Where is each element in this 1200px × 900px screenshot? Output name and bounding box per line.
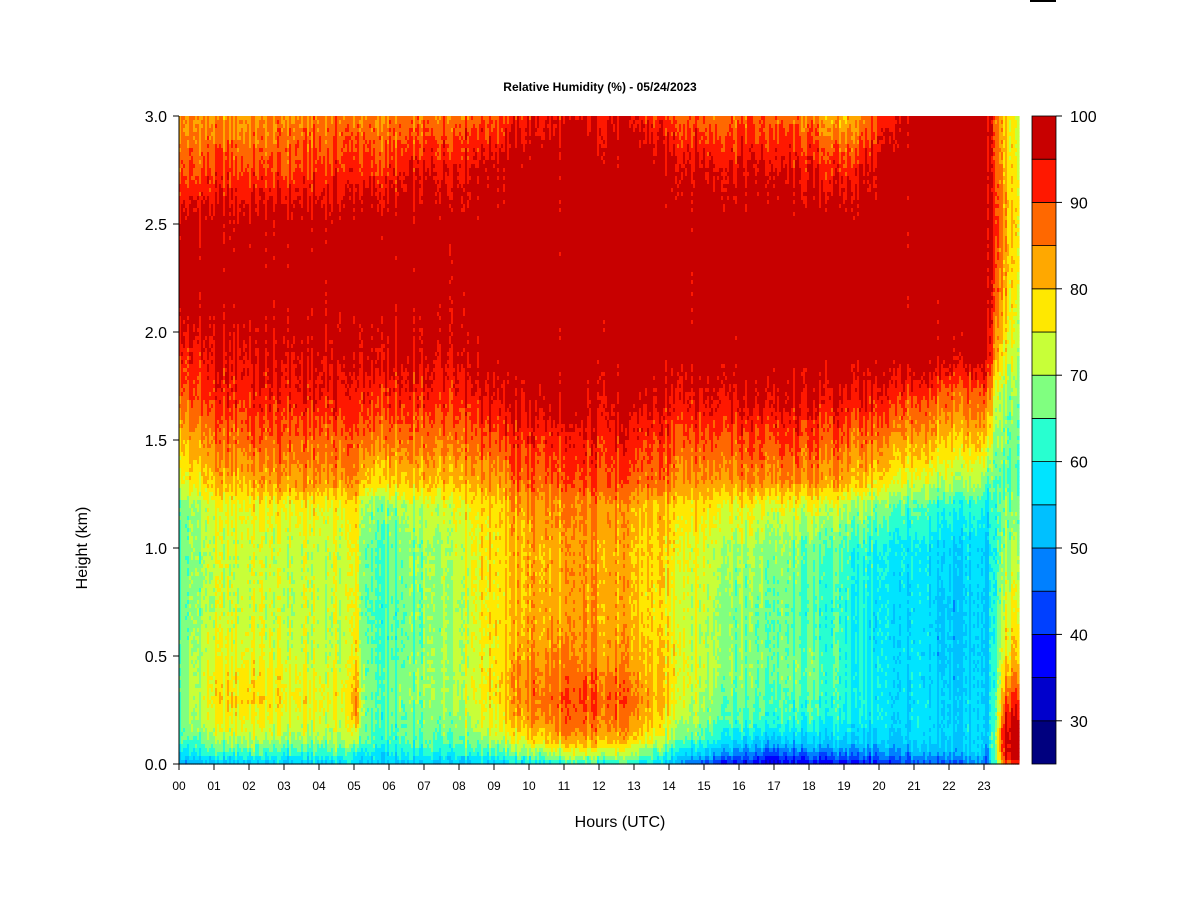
heatmap-plot-area: [179, 116, 1020, 765]
